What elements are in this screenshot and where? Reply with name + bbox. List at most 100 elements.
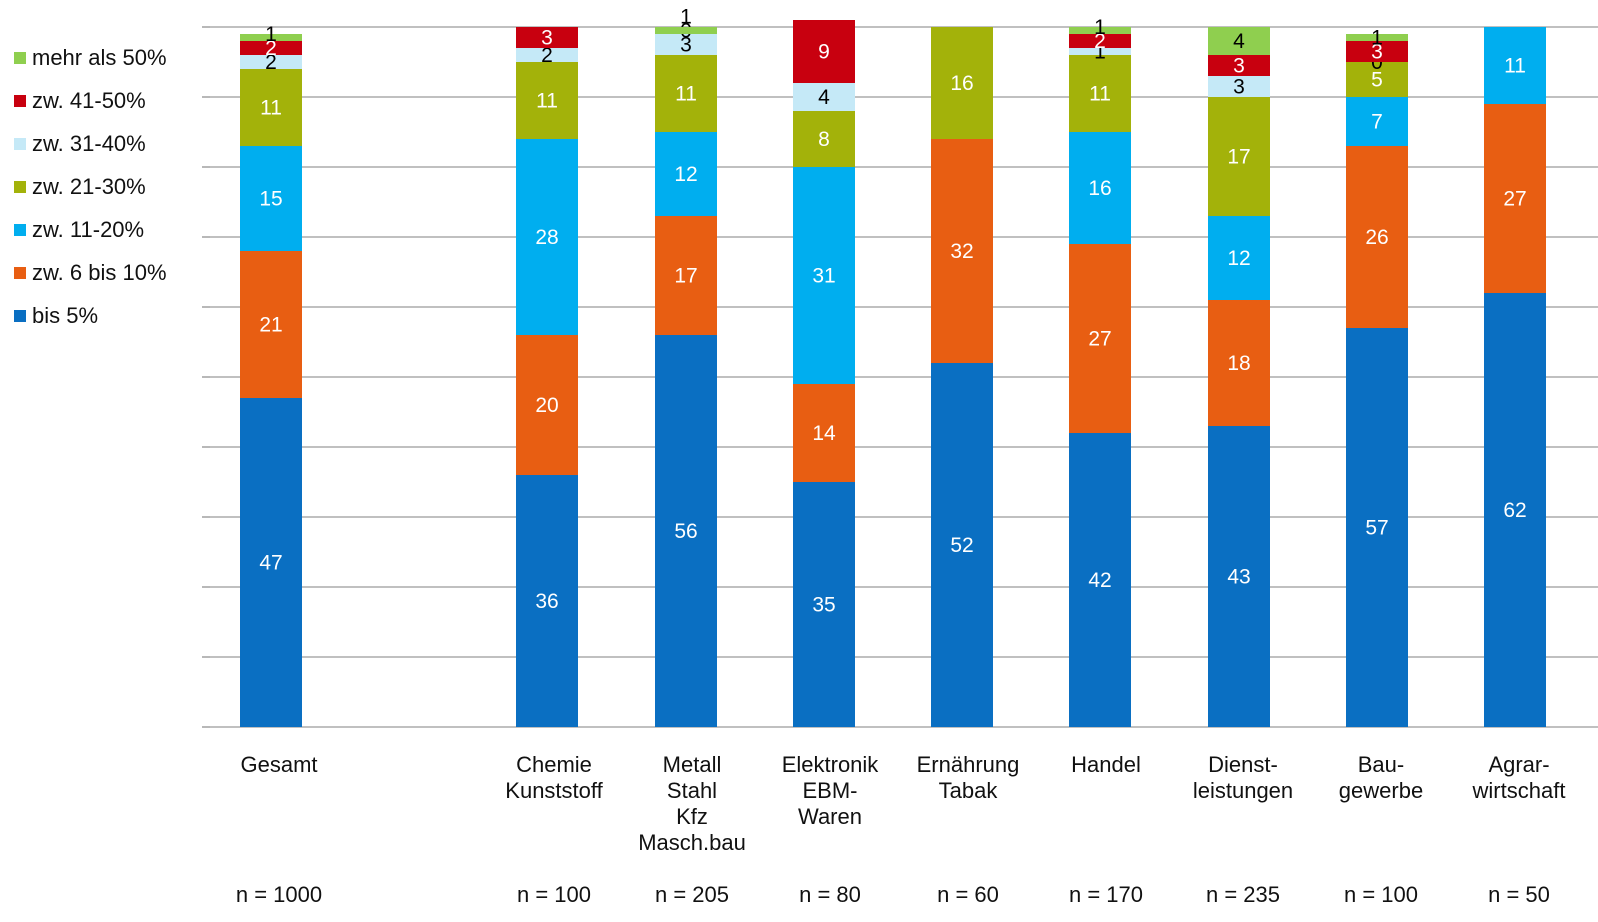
legend-swatch xyxy=(14,180,26,193)
legend-swatch xyxy=(14,309,26,322)
data-label: 47 xyxy=(259,552,282,575)
sample-size-label: n = 1000 xyxy=(236,882,322,907)
bar-segment xyxy=(793,384,855,482)
legend-swatch xyxy=(14,266,26,279)
data-label: 62 xyxy=(1503,499,1526,522)
bar-segment xyxy=(1208,300,1270,426)
bar-segment xyxy=(240,55,302,69)
data-label: 17 xyxy=(1227,146,1250,169)
data-label: 27 xyxy=(1503,188,1526,211)
data-label: 0 xyxy=(1371,51,1383,74)
data-label: 11 xyxy=(675,83,697,106)
data-label: 27 xyxy=(1088,328,1111,351)
category-label: Dienst- xyxy=(1208,752,1278,777)
bar-segment xyxy=(516,62,578,139)
category-label: Masch.bau xyxy=(638,830,746,855)
data-label: 3 xyxy=(1371,41,1383,64)
data-label: 2 xyxy=(265,51,277,74)
data-label: 1 xyxy=(680,6,692,29)
bar-segment xyxy=(655,132,717,216)
sample-size-label: n = 50 xyxy=(1488,882,1550,907)
category-label: Waren xyxy=(798,804,862,829)
data-label: 11 xyxy=(1504,55,1526,78)
legend: mehr als 50% zw. 41-50% zw. 31-40% zw. 2… xyxy=(14,36,167,337)
bar-segment xyxy=(1346,34,1408,41)
data-label: 14 xyxy=(812,422,836,445)
data-label: 42 xyxy=(1088,569,1111,592)
legend-label: bis 5% xyxy=(32,302,99,328)
data-label: 3 xyxy=(680,34,692,57)
category-label: Bau- xyxy=(1358,752,1404,777)
data-label: 56 xyxy=(674,520,697,543)
legend-swatch xyxy=(14,137,26,150)
bar-segment xyxy=(240,146,302,251)
legend-swatch xyxy=(14,94,26,107)
bar-segment xyxy=(655,55,717,132)
bar-segment xyxy=(1208,27,1270,55)
bar-segment xyxy=(516,475,578,727)
bar-segment xyxy=(1069,48,1131,55)
data-label: 2 xyxy=(1094,30,1106,53)
data-label: 36 xyxy=(535,590,558,613)
bar-segment xyxy=(240,398,302,727)
data-label: 21 xyxy=(259,314,282,337)
data-label: 57 xyxy=(1365,517,1388,540)
bar-segment xyxy=(1484,27,1546,104)
bar-segment xyxy=(1208,55,1270,76)
bar-segment xyxy=(516,335,578,475)
bar-segment xyxy=(655,335,717,727)
legend-label: zw. 31-40% xyxy=(32,130,146,156)
legend-label: zw. 11-20% xyxy=(32,216,145,242)
data-label: 2 xyxy=(265,37,277,60)
data-label: 11 xyxy=(1089,83,1111,106)
data-label: 20 xyxy=(535,394,558,417)
bar-segment xyxy=(793,482,855,727)
legend-item-31-40: zw. 31-40% xyxy=(14,122,167,165)
data-label: 1 xyxy=(1371,27,1383,50)
bar-segment xyxy=(793,111,855,167)
data-label: 32 xyxy=(950,240,973,263)
data-label: 43 xyxy=(1227,566,1250,589)
category-label: Chemie xyxy=(516,752,592,777)
data-label: 28 xyxy=(535,226,558,249)
bar-segment xyxy=(240,69,302,146)
sample-size-label: n = 100 xyxy=(1344,882,1418,907)
data-label: 8 xyxy=(818,128,830,151)
bar-segment xyxy=(516,48,578,62)
bar-segment xyxy=(655,34,717,55)
legend-item-mehr-als-50: mehr als 50% xyxy=(14,36,167,79)
data-label: 5 xyxy=(1371,69,1383,92)
bar-segment xyxy=(1069,55,1131,132)
sample-size-label: n = 235 xyxy=(1206,882,1280,907)
category-label: Stahl xyxy=(667,778,717,803)
legend-label: zw. 41-50% xyxy=(32,87,146,113)
data-label: 1 xyxy=(1094,16,1106,39)
data-label: 9 xyxy=(818,41,830,64)
bar-segment xyxy=(1208,76,1270,97)
bar-segment xyxy=(1069,27,1131,34)
bar-segment xyxy=(793,20,855,83)
bar-segment xyxy=(1069,433,1131,727)
bar-segment xyxy=(1208,216,1270,300)
legend-item-6-10: zw. 6 bis 10% xyxy=(14,251,167,294)
bar-segment xyxy=(1069,244,1131,433)
data-label: 15 xyxy=(259,188,282,211)
sample-size-label: n = 80 xyxy=(799,882,861,907)
data-label: 16 xyxy=(1088,177,1111,200)
category-label: Ernährung xyxy=(917,752,1020,777)
sample-size-label: n = 100 xyxy=(517,882,591,907)
bar-segment xyxy=(655,27,717,34)
data-label: 26 xyxy=(1365,226,1388,249)
legend-item-41-50: zw. 41-50% xyxy=(14,79,167,122)
data-label: 11 xyxy=(536,90,558,113)
bar-segment xyxy=(1346,97,1408,146)
sample-size-label: n = 205 xyxy=(655,882,729,907)
category-label: Gesamt xyxy=(240,752,317,777)
bar-segment xyxy=(1208,97,1270,216)
bar-segment xyxy=(1208,426,1270,727)
category-label: Elektronik xyxy=(782,752,880,777)
category-label: Metall xyxy=(663,752,722,777)
bar-segment xyxy=(1346,41,1408,62)
